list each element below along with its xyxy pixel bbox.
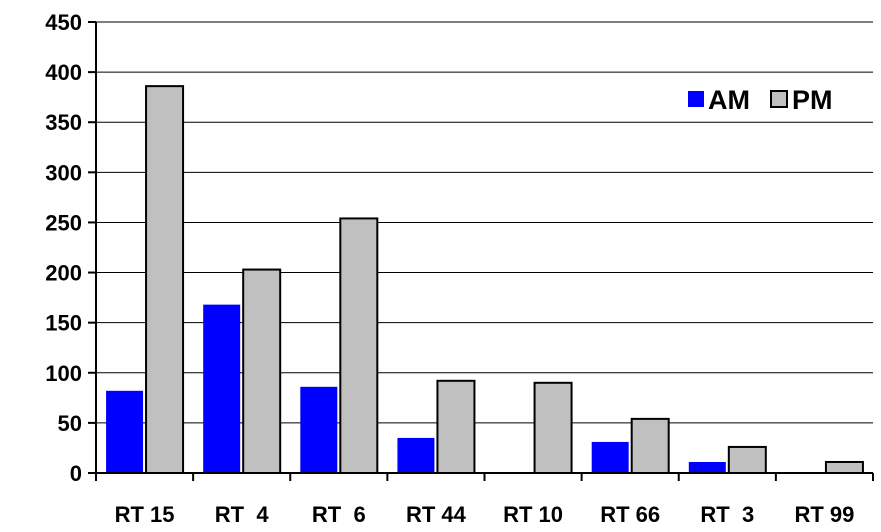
legend-swatch-pm	[770, 90, 788, 108]
x-tick-label: RT 4	[215, 502, 270, 527]
axes	[88, 21, 874, 481]
y-tick-label: 150	[45, 311, 82, 336]
bars	[106, 85, 864, 475]
y-tick-label: 100	[45, 361, 82, 386]
bar-am-3	[397, 437, 435, 473]
legend-label-am: AM	[708, 85, 750, 115]
bar-pm-7	[824, 460, 864, 474]
y-tick-label: 350	[45, 110, 82, 135]
y-tick-label: 250	[45, 210, 82, 235]
bar-am-6	[688, 461, 726, 473]
bar-am-0	[106, 390, 144, 473]
y-axis-tick-labels: 0 50 100 150 200 250 300 350 400 450	[45, 10, 82, 486]
bar-am-1	[203, 304, 241, 473]
x-tick-label: RT 66	[600, 502, 660, 527]
y-tick-label: 200	[45, 261, 82, 286]
y-tick-label: 0	[70, 461, 82, 486]
x-tick-label: RT 10	[503, 502, 563, 527]
bar-pm-1	[242, 268, 282, 474]
x-tick-label: RT 99	[794, 502, 854, 527]
x-tick-label: RT 3	[700, 502, 754, 527]
bar-pm-4	[533, 381, 573, 474]
bar-pm-6	[727, 445, 767, 475]
x-tick-label: RT 44	[406, 502, 467, 527]
x-axis-tick-labels: RT 15 RT 4 RT 6 RT 44 RT 10 RT 66 RT 3 RT 99	[115, 502, 855, 527]
bar-pm-0	[145, 85, 185, 475]
legend-swatch-am	[688, 91, 704, 107]
y-tick-label: 400	[45, 60, 82, 85]
x-tick-label: RT 15	[115, 502, 175, 527]
y-tick-label: 50	[58, 411, 82, 436]
y-tick-label: 300	[45, 160, 82, 185]
bar-am-5	[591, 441, 629, 473]
x-tick-label: RT 6	[312, 502, 366, 527]
bar-pm-2	[339, 217, 379, 474]
bar-am-2	[300, 386, 338, 473]
y-tick-label: 450	[45, 10, 82, 35]
bar-pm-5	[630, 417, 670, 475]
legend-label-pm: PM	[792, 85, 833, 115]
legend: AM PM	[688, 85, 833, 115]
bar-pm-3	[436, 379, 476, 475]
